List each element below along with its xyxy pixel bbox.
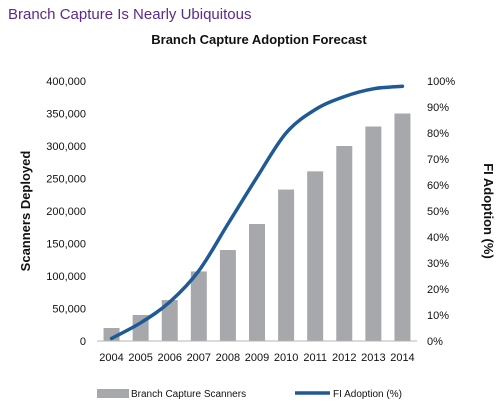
legend: Branch Capture Scanners FI Adoption (%) xyxy=(97,389,402,400)
bar-2010 xyxy=(278,189,295,341)
bar-2006 xyxy=(161,300,178,341)
x-tick-label: 2011 xyxy=(303,352,327,364)
bar-2008 xyxy=(219,250,236,341)
page-headline: Branch Capture Is Nearly Ubiquitous xyxy=(8,6,252,23)
y-tick-label: 350,000 xyxy=(46,109,86,121)
bar-2012 xyxy=(336,146,353,341)
y2-tick-label: 50% xyxy=(427,206,449,218)
bar-2007 xyxy=(190,271,207,341)
y2-tick-label: 20% xyxy=(427,284,449,296)
y2-tick-label: 0% xyxy=(427,336,443,348)
bar-2011 xyxy=(307,171,324,341)
y2-tick-label: 100% xyxy=(427,76,455,88)
x-tick-label: 2013 xyxy=(361,352,385,364)
bar-series xyxy=(103,113,411,341)
y2-tick-label: 80% xyxy=(427,128,449,140)
y-tick-label: 150,000 xyxy=(46,239,86,251)
y-tick-label: 400,000 xyxy=(46,76,86,88)
x-tick-label: 2009 xyxy=(245,352,269,364)
y2-tick-label: 40% xyxy=(427,232,449,244)
x-tick-label: 2006 xyxy=(157,352,181,364)
y-tick-label: 250,000 xyxy=(46,174,86,186)
x-tick-label: 2010 xyxy=(274,352,298,364)
chart-title: Branch Capture Adoption Forecast xyxy=(151,32,367,47)
y-tick-label: 50,000 xyxy=(52,304,86,316)
x-axis-ticks: 2004 2005 2006 2007 2008 2009 2010 2011 2012 2013… xyxy=(99,352,414,364)
legend-bar-label: Branch Capture Scanners xyxy=(131,389,246,400)
y-tick-label: 300,000 xyxy=(46,141,86,153)
y2-tick-label: 70% xyxy=(427,154,449,166)
x-tick-label: 2008 xyxy=(216,352,240,364)
y-tick-label: 100,000 xyxy=(46,271,86,283)
right-axis-ticks: 0% 10% 20% 30% 40% 50% 60% 70% 80% 90% 100% xyxy=(427,76,455,348)
left-axis-ticks: 0 50,000 100,000 150,000 200,000 250,000 300,0… xyxy=(46,76,86,348)
y2-tick-label: 90% xyxy=(427,102,449,114)
x-tick-label: 2005 xyxy=(128,352,152,364)
bar-2013 xyxy=(365,126,382,341)
y2-tick-label: 60% xyxy=(427,180,449,192)
x-tick-label: 2007 xyxy=(187,352,211,364)
bar-2014 xyxy=(394,113,411,341)
bar-2009 xyxy=(249,224,265,341)
y-tick-label: 0 xyxy=(80,336,86,348)
legend-bar-swatch xyxy=(97,389,129,398)
x-tick-label: 2014 xyxy=(390,352,414,364)
adoption-line xyxy=(109,84,405,341)
y-axis-title: Scanners Deployed xyxy=(18,151,33,272)
x-tick-label: 2004 xyxy=(99,352,123,364)
y-tick-label: 200,000 xyxy=(46,206,86,218)
y2-axis-title: FI Adoption (%) xyxy=(481,163,496,259)
y2-tick-label: 10% xyxy=(427,310,449,322)
legend-line-label: FI Adoption (%) xyxy=(333,389,402,400)
y2-tick-label: 30% xyxy=(427,258,449,270)
x-tick-label: 2012 xyxy=(332,352,356,364)
